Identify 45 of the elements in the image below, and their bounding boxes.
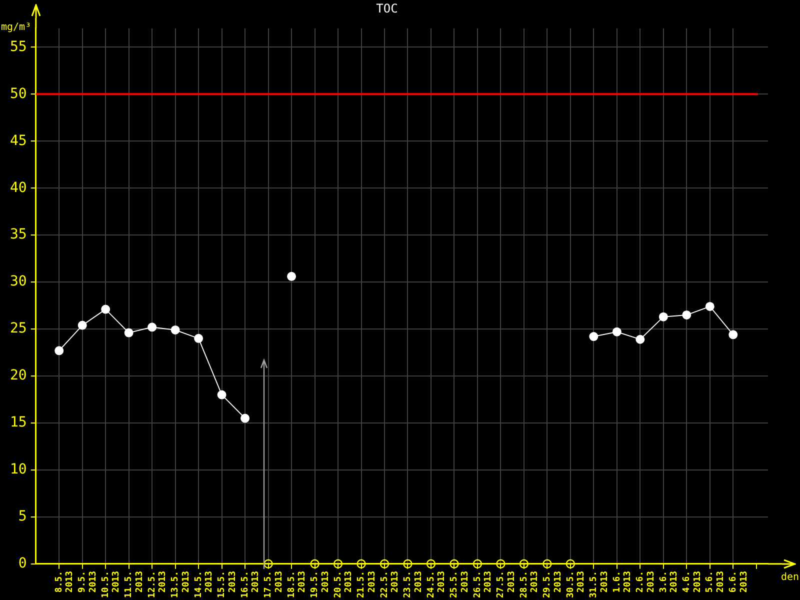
y-tick-label: 25: [10, 320, 27, 337]
x-tick-label: 1.6. 2013: [612, 570, 634, 593]
chart-title: TOC: [376, 1, 398, 16]
x-tick-label: 3.6. 2013: [658, 570, 680, 593]
y-tick-label: 40: [10, 180, 27, 196]
x-tick-label: 29.5. 2013: [542, 570, 564, 598]
y-tick-label: 20: [10, 368, 27, 384]
x-tick-label: 31.5. 2013: [589, 570, 610, 598]
x-tick-label: 19.5. 2013: [310, 570, 331, 598]
x-tick-label: 20.5. 2013: [333, 570, 354, 598]
y-tick-label: 50: [10, 86, 27, 102]
x-tick-label: 13.5. 2013: [170, 570, 192, 598]
x-tick-label: 30.5. 2013: [566, 570, 587, 598]
x-tick-label: 9.5. 2013: [78, 570, 98, 593]
x-tick-label: 27.5. 2013: [496, 570, 517, 598]
y-tick-label: 55: [10, 38, 27, 55]
x-tick-label: 2.6. 2013: [636, 570, 656, 593]
x-tick-label: 24.5. 2013: [426, 570, 448, 598]
x-tick-label: 21.5. 2013: [356, 570, 378, 598]
x-tick-label: 17.5. 2013: [264, 570, 284, 598]
y-tick-label: 35: [10, 226, 27, 243]
y-axis-title: mg/m³: [1, 22, 32, 33]
y-tick-label: 5: [18, 508, 27, 525]
x-tick-label: 12.5. 2013: [147, 570, 168, 598]
y-tick-label: 10: [10, 462, 27, 478]
x-tick-label: 5.6. 2013: [705, 570, 726, 593]
y-tick-label: 0: [18, 556, 27, 572]
x-tick-label: 18.5. 2013: [286, 570, 308, 598]
x-tick-label: 15.5. 2013: [217, 570, 238, 598]
x-tick-label: 4.6. 2013: [682, 570, 703, 593]
x-tick-label: 28.5. 2013: [519, 570, 540, 598]
x-tick-label: 8.5. 2013: [54, 570, 76, 593]
x-tick-label: 23.5. 2013: [403, 570, 424, 598]
x-tick-label: 26.5. 2013: [472, 570, 494, 598]
y-tick-label: 30: [10, 274, 27, 290]
x-tick-label: 25.5. 2013: [450, 570, 470, 598]
x-tick-label: 16.5. 2013: [240, 570, 262, 598]
x-axis-title: den: [780, 572, 799, 583]
x-tick-label: 11.5. 2013: [124, 570, 145, 598]
x-tick-label: 10.5. 2013: [100, 570, 122, 598]
y-tick-label: 15: [10, 414, 27, 431]
x-tick-label: 6.6. 2013: [728, 570, 750, 593]
x-tick-label: 14.5. 2013: [194, 570, 215, 598]
y-tick-label: 45: [10, 132, 27, 149]
x-tick-label: 22.5. 2013: [380, 570, 401, 598]
